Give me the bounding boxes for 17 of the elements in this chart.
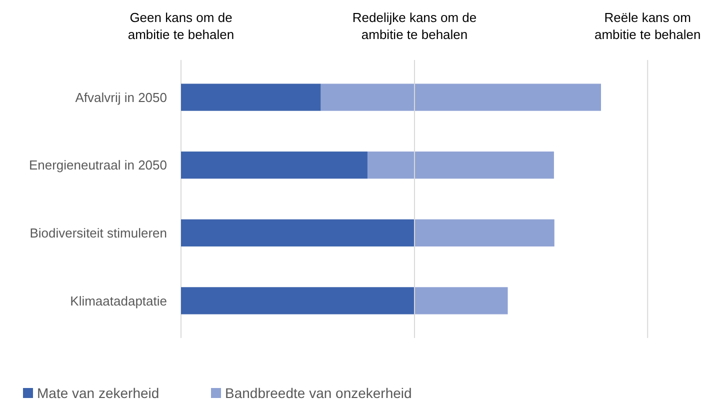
ref-line-label: Reële kans om ambitie te behalen bbox=[594, 10, 701, 42]
text: Geen kans om de ambitie te behalen bbox=[128, 10, 234, 42]
bar bbox=[414, 287, 508, 314]
legend-label: Mate van zekerheid bbox=[37, 385, 160, 401]
y-tick-label: Afvalvrij in 2050 bbox=[75, 90, 167, 105]
y-tick-label: Biodiversiteit stimuleren bbox=[30, 225, 167, 240]
y-tick-label: Klimaatadaptatie bbox=[70, 293, 167, 308]
y-tick-label: Energieneutraal in 2050 bbox=[28, 158, 167, 173]
legend-label: Bandbreedte van onzekerheid bbox=[225, 385, 412, 401]
bar bbox=[181, 152, 368, 179]
bar bbox=[181, 287, 415, 314]
ref-line-label: Redelijke kans om de ambitie te behalen bbox=[352, 10, 477, 42]
bar bbox=[320, 84, 601, 111]
bar bbox=[181, 84, 321, 111]
bar bbox=[181, 219, 415, 246]
bar bbox=[367, 152, 554, 179]
bar bbox=[414, 219, 554, 246]
